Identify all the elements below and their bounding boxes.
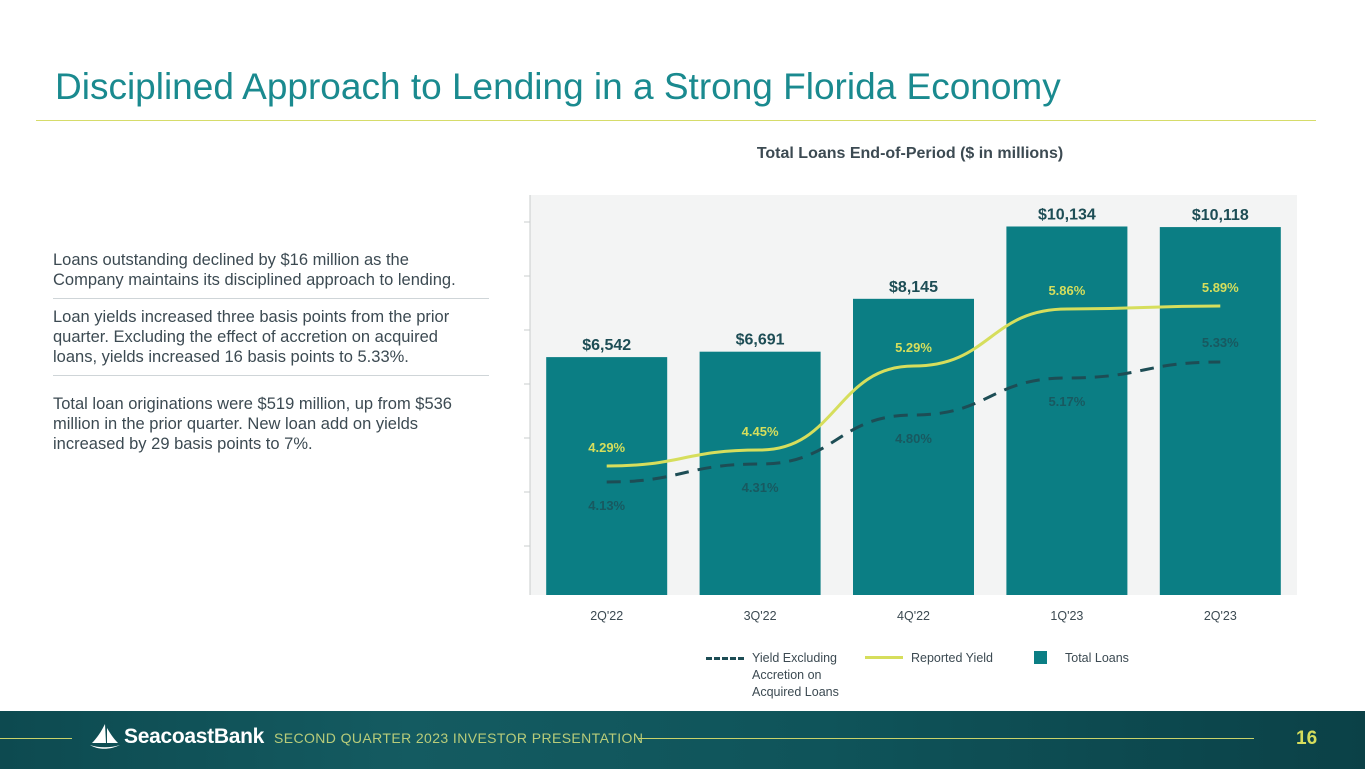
bar-total-loans <box>853 298 974 595</box>
presentation-label: SECOND QUARTER 2023 INVESTOR PRESENTATIO… <box>274 730 644 746</box>
bar-value-label: $10,134 <box>1038 206 1096 223</box>
reported-yield-label: 5.89% <box>1202 280 1239 295</box>
bar-total-loans <box>1006 226 1128 595</box>
footer-bar: SeacoastBank SECOND QUARTER 2023 INVESTO… <box>0 711 1365 769</box>
reported-yield-label: 5.86% <box>1048 283 1085 298</box>
legend-item-yield-excluding: Yield Excluding Accretion on Acquired Lo… <box>706 650 862 701</box>
yield-excluding-label: 4.13% <box>588 498 625 513</box>
footer-rule-left <box>0 738 72 739</box>
bar-value-label: $10,118 <box>1192 207 1249 224</box>
x-tick-label: 1Q'23 <box>1050 609 1083 623</box>
bar-total-loans <box>1159 227 1281 595</box>
seacoast-logo: SeacoastBank <box>90 723 264 751</box>
chart-title: Total Loans End-of-Period ($ in millions… <box>756 145 1064 162</box>
commentary-item-originations: Total loan originations were $519 millio… <box>53 375 489 462</box>
bar-value-label: $8,145 <box>889 279 938 296</box>
legend-swatch-box <box>1034 651 1047 664</box>
line-reported-yield <box>606 304 1221 468</box>
yield-excluding-label: 4.31% <box>742 480 779 495</box>
legend-label-total-loans: Total Loans <box>1065 651 1129 665</box>
legend-swatch-dashed <box>706 657 744 660</box>
x-tick-label: 4Q'22 <box>897 609 930 623</box>
commentary-item-loans-outstanding: Loans outstanding declined by $16 millio… <box>53 251 456 289</box>
legend-item-total-loans: Total Loans <box>1034 650 1129 667</box>
sailboat-icon <box>90 724 120 749</box>
x-tick-label: 2Q'22 <box>590 609 623 623</box>
legend-label-yield-excluding: Yield Excluding Accretion on Acquired Lo… <box>752 651 839 699</box>
x-tick-label: 3Q'22 <box>744 609 777 623</box>
legend-swatch-line <box>865 656 903 659</box>
x-tick-label: 2Q'23 <box>1204 609 1237 623</box>
logo-wordmark: SeacoastBank <box>124 725 264 748</box>
footer-rule-right <box>638 738 1254 739</box>
bar-value-label: $6,691 <box>736 332 785 349</box>
commentary-list: Loans outstanding declined by $16 millio… <box>53 250 489 462</box>
bar-value-label: $6,542 <box>582 337 631 354</box>
yield-excluding-label: 5.17% <box>1048 394 1085 409</box>
page-title: Disciplined Approach to Lending in a Str… <box>55 66 1061 107</box>
bar-total-loans <box>699 351 821 595</box>
reported-yield-label: 4.45% <box>742 424 779 439</box>
reported-yield-label: 4.29% <box>588 440 625 455</box>
reported-yield-label: 5.29% <box>895 340 932 355</box>
loans-chart: $6,542 $6,691 $8,145 $10,134 $10,118 2Q'22 3Q'… <box>524 195 1297 623</box>
legend-label-reported-yield: Reported Yield <box>911 651 994 665</box>
legend-item-reported-yield: Reported Yield <box>865 650 993 667</box>
bar-total-loans <box>546 357 668 595</box>
commentary-item-loan-yields: Loan yields increased three basis points… <box>53 298 489 375</box>
yield-excluding-label: 4.80% <box>895 431 932 446</box>
page-number: 16 <box>1296 728 1318 749</box>
yield-excluding-label: 5.33% <box>1202 335 1239 350</box>
line-yield-excluding-accretion <box>606 360 1221 484</box>
title-divider <box>36 120 1316 121</box>
